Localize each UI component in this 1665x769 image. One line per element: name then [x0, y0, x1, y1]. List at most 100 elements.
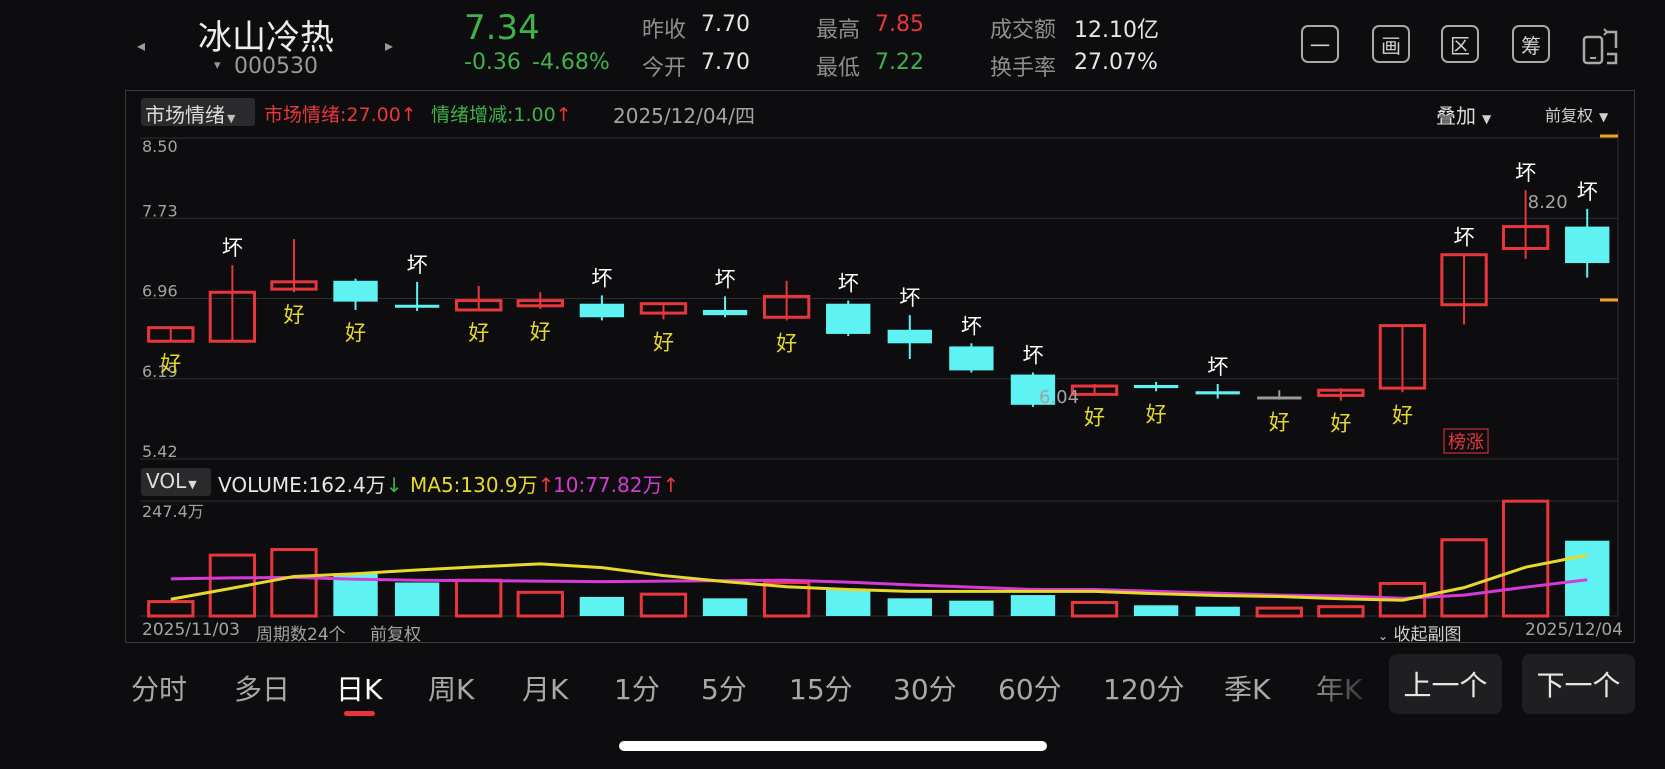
code-caret-icon[interactable]: ▾	[214, 58, 221, 73]
prev-stock-arrow-icon[interactable]: ◂	[137, 36, 146, 55]
tab-daily-k[interactable]: 日K	[336, 673, 383, 706]
draw-button[interactable]: 画	[1372, 25, 1410, 63]
stock-code[interactable]: 000530	[234, 54, 318, 79]
open-label: 今开	[642, 56, 687, 81]
candle-body	[1378, 324, 1427, 390]
footer-adjust: 前复权	[370, 625, 421, 645]
volume-bar	[270, 548, 318, 618]
volume-bar	[1195, 606, 1240, 616]
volume-text: VOLUME:162.4万	[218, 473, 386, 497]
candle-body	[762, 294, 811, 319]
good-label: 好	[160, 352, 181, 376]
volume-bar	[1255, 606, 1303, 618]
volume-caret-icon: ▼	[188, 478, 197, 491]
minus-icon: 一	[1310, 33, 1330, 58]
candle-body	[639, 302, 688, 315]
rank-badge	[1443, 428, 1489, 454]
rotate-screen-icon	[1582, 28, 1618, 65]
volume-value: VOLUME:162.4万↓	[218, 469, 403, 498]
open-value: 7.70	[701, 50, 750, 75]
chips-button[interactable]: 筹	[1512, 25, 1550, 63]
indicator-caret-icon: ▼	[227, 112, 236, 125]
stock-name: 冰山冷热	[198, 18, 334, 58]
last-price: 7.34	[464, 8, 540, 48]
bad-label: 坏	[407, 253, 428, 277]
overlay-selector[interactable]: 叠加 ▼	[1436, 100, 1491, 129]
up-arrow-icon: ↑	[555, 104, 572, 126]
tab-30min[interactable]: 30分	[893, 673, 957, 706]
good-label: 好	[1146, 402, 1167, 426]
prev-item-button[interactable]: 上一个	[1389, 654, 1502, 714]
ma10-text: 10:77.82万	[553, 473, 663, 497]
tab-quarterly-k[interactable]: 季K	[1224, 673, 1271, 706]
up-arrow-icon: ↑	[662, 473, 680, 497]
candle-body	[516, 299, 564, 308]
bad-label: 坏	[591, 266, 612, 290]
good-label: 好	[283, 303, 304, 327]
candle-body	[208, 290, 257, 343]
overlay-label: 叠加	[1436, 104, 1476, 128]
indicator-selector[interactable]: 市场情绪 ▼	[141, 98, 255, 127]
range-button[interactable]: 区	[1441, 25, 1479, 63]
tab-120min[interactable]: 120分	[1103, 673, 1185, 706]
start-date: 2025/11/03	[142, 620, 240, 640]
candle-body	[394, 304, 440, 308]
candle-body	[826, 303, 871, 334]
candle-body	[1010, 374, 1056, 405]
candle-body	[1317, 388, 1365, 397]
bad-label: 坏	[838, 272, 859, 296]
minus-button[interactable]: 一	[1301, 25, 1339, 63]
prev-close-label: 昨收	[642, 18, 687, 43]
good-label: 好	[1269, 411, 1290, 435]
bad-label: 坏	[899, 286, 920, 310]
good-label: 好	[1330, 412, 1351, 436]
rotate-screen-button[interactable]	[1580, 26, 1620, 66]
volume-bar	[394, 582, 440, 616]
cursor-date: 2025/12/04/四	[613, 104, 756, 128]
volume-bar	[887, 598, 932, 616]
tab-multi-day[interactable]: 多日	[234, 673, 291, 706]
candle-body	[949, 346, 994, 371]
low-label: 最低	[816, 56, 861, 81]
tab-intraday[interactable]: 分时	[131, 673, 188, 706]
collapse-subchart-button[interactable]: ⌄ 收起副图	[1378, 620, 1461, 645]
volume-max-label: 247.4万	[142, 502, 204, 521]
volume-bar	[639, 592, 688, 618]
chips-icon: 筹	[1521, 33, 1541, 58]
turnover-rate-value: 27.07%	[1074, 50, 1158, 75]
candle-body	[1257, 396, 1302, 400]
volume-indicator-selector[interactable]: VOL ▼	[141, 468, 211, 496]
candle-body	[1070, 384, 1119, 396]
tab-5min[interactable]: 5分	[701, 673, 747, 706]
adjust-selector[interactable]: 前复权 ▼	[1545, 102, 1608, 126]
tab-monthly-k[interactable]: 月K	[522, 673, 569, 706]
home-indicator[interactable]	[619, 741, 1047, 751]
volume-bar	[762, 581, 811, 618]
tab-weekly-k[interactable]: 周K	[428, 673, 475, 706]
overlay-caret-icon: ▼	[1482, 112, 1492, 126]
max-price-label: 8.20	[1528, 192, 1568, 213]
good-label: 好	[530, 320, 551, 344]
up-arrow-icon: ↑	[537, 473, 555, 497]
good-label: 好	[653, 330, 674, 354]
volume-bar	[1565, 540, 1610, 616]
tab-60min[interactable]: 60分	[998, 673, 1062, 706]
volume-bar	[1501, 499, 1550, 618]
collapse-label: 收起副图	[1393, 625, 1462, 645]
range-icon: 区	[1450, 33, 1470, 58]
tab-1min[interactable]: 1分	[614, 673, 660, 706]
collapse-icon: ⌄	[1378, 629, 1389, 643]
good-label: 好	[776, 331, 797, 355]
y-tick-label: 8.50	[142, 137, 178, 156]
quote-header: ◂ ▸ 冰山冷热 ▾ 000530 7.34 -0.36 -4.68% 昨收 7…	[0, 0, 1665, 88]
candle-body	[579, 303, 625, 318]
volume-bar	[147, 600, 195, 618]
bad-label: 坏	[961, 314, 982, 338]
next-stock-arrow-icon[interactable]: ▸	[385, 36, 394, 55]
volume-bar	[949, 600, 994, 616]
rank-badge-text: 榜涨	[1448, 432, 1484, 453]
tab-15min[interactable]: 15分	[789, 673, 853, 706]
chart-panel[interactable]	[125, 90, 1635, 643]
next-item-button[interactable]: 下一个	[1522, 654, 1635, 714]
